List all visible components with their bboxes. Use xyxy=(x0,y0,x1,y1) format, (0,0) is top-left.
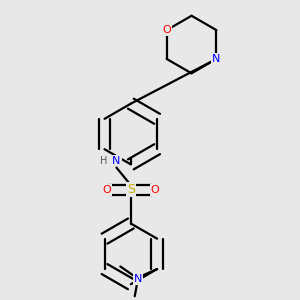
Text: S: S xyxy=(127,183,135,196)
Text: N: N xyxy=(134,274,142,284)
Text: O: O xyxy=(150,185,159,195)
Text: O: O xyxy=(103,185,111,195)
Text: H: H xyxy=(100,155,107,166)
Text: O: O xyxy=(162,25,171,35)
Text: N: N xyxy=(212,54,220,64)
Text: N: N xyxy=(112,155,121,166)
